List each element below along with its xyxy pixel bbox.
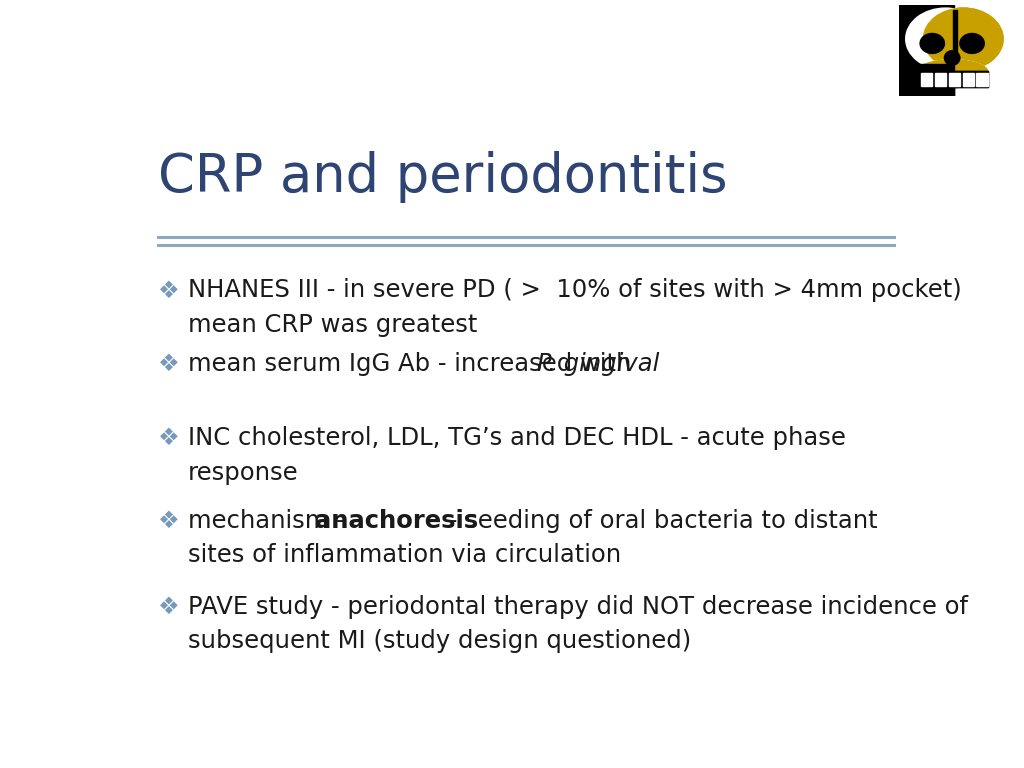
Text: anachoresis: anachoresis: [315, 509, 478, 533]
Bar: [922, 73, 932, 86]
Bar: [919, 71, 987, 87]
Text: CRP and periodontitis: CRP and periodontitis: [158, 151, 728, 204]
Bar: [963, 73, 974, 86]
Ellipse shape: [905, 8, 985, 70]
Bar: [963, 73, 974, 86]
Bar: [935, 73, 946, 86]
Ellipse shape: [924, 8, 1004, 70]
Bar: [977, 73, 987, 86]
Ellipse shape: [959, 34, 984, 54]
Text: mechanism -: mechanism -: [187, 509, 352, 533]
Text: subsequent MI (study design questioned): subsequent MI (study design questioned): [187, 629, 691, 653]
Bar: [899, 5, 954, 96]
Text: ❖: ❖: [158, 426, 180, 450]
Text: sites of inflammation via circulation: sites of inflammation via circulation: [187, 544, 621, 568]
Ellipse shape: [905, 8, 985, 70]
Bar: [977, 73, 987, 86]
Bar: [919, 71, 987, 87]
Ellipse shape: [921, 34, 944, 54]
Text: INC cholesterol, LDL, TG’s and DEC HDL - acute phase: INC cholesterol, LDL, TG’s and DEC HDL -…: [187, 426, 846, 450]
Text: P. gingival: P. gingival: [538, 353, 659, 376]
Ellipse shape: [916, 60, 988, 85]
Ellipse shape: [924, 8, 1004, 70]
Bar: [899, 65, 954, 96]
Bar: [922, 73, 932, 86]
Text: response: response: [187, 461, 298, 485]
Bar: [949, 73, 959, 86]
Text: ❖: ❖: [158, 279, 180, 303]
Ellipse shape: [944, 51, 959, 65]
Text: ❖: ❖: [158, 353, 180, 376]
Bar: [935, 73, 946, 86]
Bar: [949, 73, 959, 86]
Text: mean CRP was greatest: mean CRP was greatest: [187, 313, 477, 336]
Text: PAVE study - periodontal therapy did NOT decrease incidence of: PAVE study - periodontal therapy did NOT…: [187, 595, 968, 619]
Text: - seeding of oral bacteria to distant: - seeding of oral bacteria to distant: [441, 509, 878, 533]
Text: NHANES III - in severe PD ( >  10% of sites with > 4mm pocket): NHANES III - in severe PD ( > 10% of sit…: [187, 279, 962, 303]
Text: ❖: ❖: [158, 509, 180, 533]
Ellipse shape: [916, 60, 988, 85]
Text: mean serum IgG Ab - increased with: mean serum IgG Ab - increased with: [187, 353, 639, 376]
Text: ❖: ❖: [158, 595, 180, 619]
Bar: [953, 10, 956, 87]
